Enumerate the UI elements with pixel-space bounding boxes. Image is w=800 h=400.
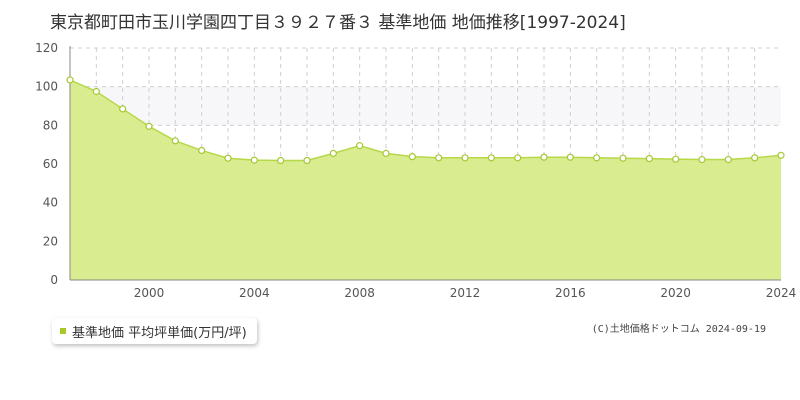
data-point bbox=[277, 156, 285, 165]
x-tick-label: 2016 bbox=[555, 286, 586, 300]
shaded-band bbox=[70, 86, 781, 126]
x-tick-label: 2024 bbox=[766, 286, 797, 300]
chart-title: 東京都町田市玉川学園四丁目３９２７番３ 基準地価 地価推移[1997-2024] bbox=[50, 13, 626, 33]
y-tick-label: 100 bbox=[35, 80, 58, 94]
data-point bbox=[356, 142, 364, 150]
tick-label-layer: 0 20 40 60 80 100 120 2000 2004 2008 2012 2016 2020 2… bbox=[35, 41, 796, 300]
data-point bbox=[250, 156, 258, 164]
axis-layer bbox=[69, 46, 781, 281]
data-point bbox=[435, 154, 443, 162]
data-point bbox=[698, 155, 706, 164]
data-point bbox=[619, 154, 627, 162]
shaded-band-layer bbox=[70, 86, 781, 126]
data-point bbox=[224, 154, 232, 162]
x-tick-label: 2000 bbox=[134, 286, 165, 300]
data-point bbox=[171, 137, 179, 145]
data-point bbox=[751, 154, 759, 162]
data-point bbox=[514, 154, 522, 162]
data-point bbox=[66, 76, 74, 84]
data-point bbox=[119, 105, 127, 113]
area-layer bbox=[69, 79, 782, 281]
data-point bbox=[566, 153, 574, 161]
y-tick-label: 0 bbox=[50, 273, 58, 287]
data-point bbox=[672, 155, 680, 163]
y-tick-label: 40 bbox=[43, 196, 58, 210]
x-tick-label: 2012 bbox=[450, 286, 481, 300]
data-point bbox=[329, 149, 337, 157]
data-point bbox=[593, 154, 601, 162]
data-point bbox=[198, 146, 206, 155]
legend: 基準地価 平均坪単価(万円/坪) bbox=[52, 318, 257, 344]
data-point bbox=[461, 154, 469, 162]
data-point bbox=[777, 151, 785, 159]
series-line bbox=[69, 79, 782, 162]
data-point bbox=[382, 149, 390, 157]
y-tick-label: 20 bbox=[43, 234, 58, 248]
x-tick-label: 2008 bbox=[344, 286, 375, 300]
data-point bbox=[487, 154, 495, 162]
copyright: (C)土地価格ドットコム 2024-09-19 bbox=[591, 324, 766, 335]
x-tick-label: 2004 bbox=[239, 286, 270, 300]
data-point bbox=[145, 122, 153, 130]
y-tick-label: 60 bbox=[43, 157, 58, 171]
data-point bbox=[92, 87, 100, 96]
legend-swatch bbox=[60, 328, 66, 334]
y-tick-label: 120 bbox=[35, 41, 58, 55]
data-point bbox=[303, 156, 311, 165]
series-area bbox=[70, 79, 781, 281]
marker-layer bbox=[66, 76, 785, 165]
y-tick-label: 80 bbox=[43, 118, 58, 132]
x-tick-label: 2020 bbox=[660, 286, 691, 300]
data-point bbox=[645, 154, 653, 163]
data-point bbox=[408, 153, 416, 161]
data-point bbox=[540, 153, 548, 161]
data-point bbox=[724, 155, 732, 164]
legend-label: 基準地価 平均坪単価(万円/坪) bbox=[72, 325, 247, 341]
